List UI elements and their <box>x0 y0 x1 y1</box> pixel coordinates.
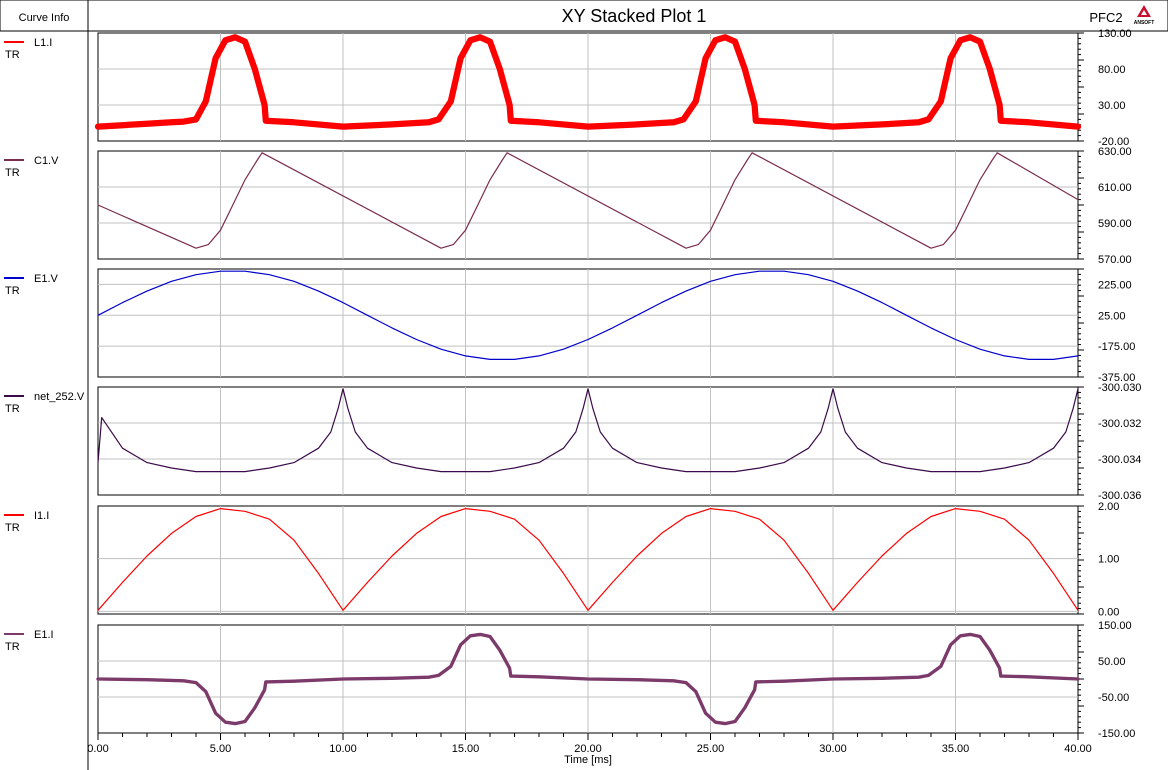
y-tick-label: -150.00 <box>1098 728 1135 740</box>
y-tick-label: 2.00 <box>1098 501 1119 513</box>
legend-sub-l1-i: TR <box>5 49 20 61</box>
panel-e1-v: 225.00 25.00 -175.00 -375.00 E1.V TR <box>4 268 1135 384</box>
y-tick-label: 225.00 <box>1098 279 1132 291</box>
y-tick-label: -300.030 <box>1098 382 1141 394</box>
curve-info-header: Curve Info <box>19 12 70 24</box>
series-line-net-252-v <box>97 388 1079 473</box>
legend-name-c1-v[interactable]: C1.V <box>34 155 59 167</box>
x-axis: 0.00 5.00 10.00 15.00 20.00 25.00 30.00 35.00 40… <box>87 733 1092 766</box>
y-tick-label: 610.00 <box>1098 182 1132 194</box>
ansoft-logo: ANSOFT <box>1134 5 1155 26</box>
ansoft-logo-text: ANSOFT <box>1134 20 1155 26</box>
panel-net-252-v: -300.030 -300.032 -300.034 -300.036 net_252.… <box>4 382 1141 502</box>
series-line-e1-v <box>97 270 1079 360</box>
y-tick-label: 570.00 <box>1098 254 1132 266</box>
legend-sub-i1-i: TR <box>5 522 20 534</box>
y-tick-label: -300.036 <box>1098 490 1141 502</box>
legend-sub-c1-v: TR <box>5 167 20 179</box>
panel-e1-i: 150.00 50.00 -50.00 -150.00 E1.I TR <box>4 620 1135 740</box>
y-tick-label: 150.00 <box>1098 620 1132 632</box>
x-tick-label: 30.00 <box>819 743 847 755</box>
legend-name-net-252-v[interactable]: net_252.V <box>34 391 85 403</box>
x-tick-label: 40.00 <box>1064 743 1092 755</box>
y-tick-label: 25.00 <box>1098 310 1126 322</box>
y-tick-label: -375.00 <box>1098 372 1135 384</box>
x-tick-label: 35.00 <box>942 743 970 755</box>
legend-sub-e1-v: TR <box>5 285 20 297</box>
y-tick-label: 1.00 <box>1098 554 1119 566</box>
legend-sub-net-252-v: TR <box>5 403 20 415</box>
y-tick-label: -300.032 <box>1098 418 1141 430</box>
x-tick-label: 0.00 <box>87 743 108 755</box>
header-bar <box>0 0 1168 32</box>
series-line-c1-v <box>97 152 1079 249</box>
x-tick-label: 5.00 <box>210 743 231 755</box>
panel-l1-i: 130.00 80.00 30.00 -20.00 L1.I TR <box>4 28 1132 148</box>
y-tick-label: 30.00 <box>1098 100 1126 112</box>
panel-i1-i: 2.00 1.00 0.00 I1.I TR <box>4 501 1119 618</box>
chart-title: XY Stacked Plot 1 <box>562 6 707 26</box>
y-tick-label: 0.00 <box>1098 606 1119 618</box>
series-line-i1-i <box>97 508 1079 611</box>
y-tick-label: 630.00 <box>1098 146 1132 158</box>
y-tick-label: -50.00 <box>1098 692 1129 704</box>
x-tick-label: 25.00 <box>697 743 725 755</box>
legend-sub-e1-i: TR <box>5 641 20 653</box>
legend-name-e1-v[interactable]: E1.V <box>34 273 59 285</box>
x-tick-label: 15.00 <box>452 743 480 755</box>
y-tick-label: -20.00 <box>1098 136 1129 148</box>
x-tick-label: 20.00 <box>574 743 602 755</box>
y-tick-label: 590.00 <box>1098 218 1132 230</box>
legend-name-l1-i[interactable]: L1.I <box>34 37 52 49</box>
series-line-l1-i <box>94 34 1082 130</box>
series-line-e1-i <box>96 632 1080 726</box>
y-tick-label: -300.034 <box>1098 454 1141 466</box>
x-tick-label: 10.00 <box>329 743 357 755</box>
panel-c1-v: 630.00 610.00 590.00 570.00 C1.V TR <box>4 146 1132 266</box>
y-tick-label: -175.00 <box>1098 341 1135 353</box>
y-tick-label: 80.00 <box>1098 64 1126 76</box>
legend-name-i1-i[interactable]: I1.I <box>34 510 49 522</box>
x-axis-label: Time [ms] <box>564 754 612 766</box>
legend-name-e1-i[interactable]: E1.I <box>34 629 54 641</box>
y-tick-label: 130.00 <box>1098 28 1132 40</box>
project-name: PFC2 <box>1089 10 1122 25</box>
y-tick-label: 50.00 <box>1098 656 1126 668</box>
